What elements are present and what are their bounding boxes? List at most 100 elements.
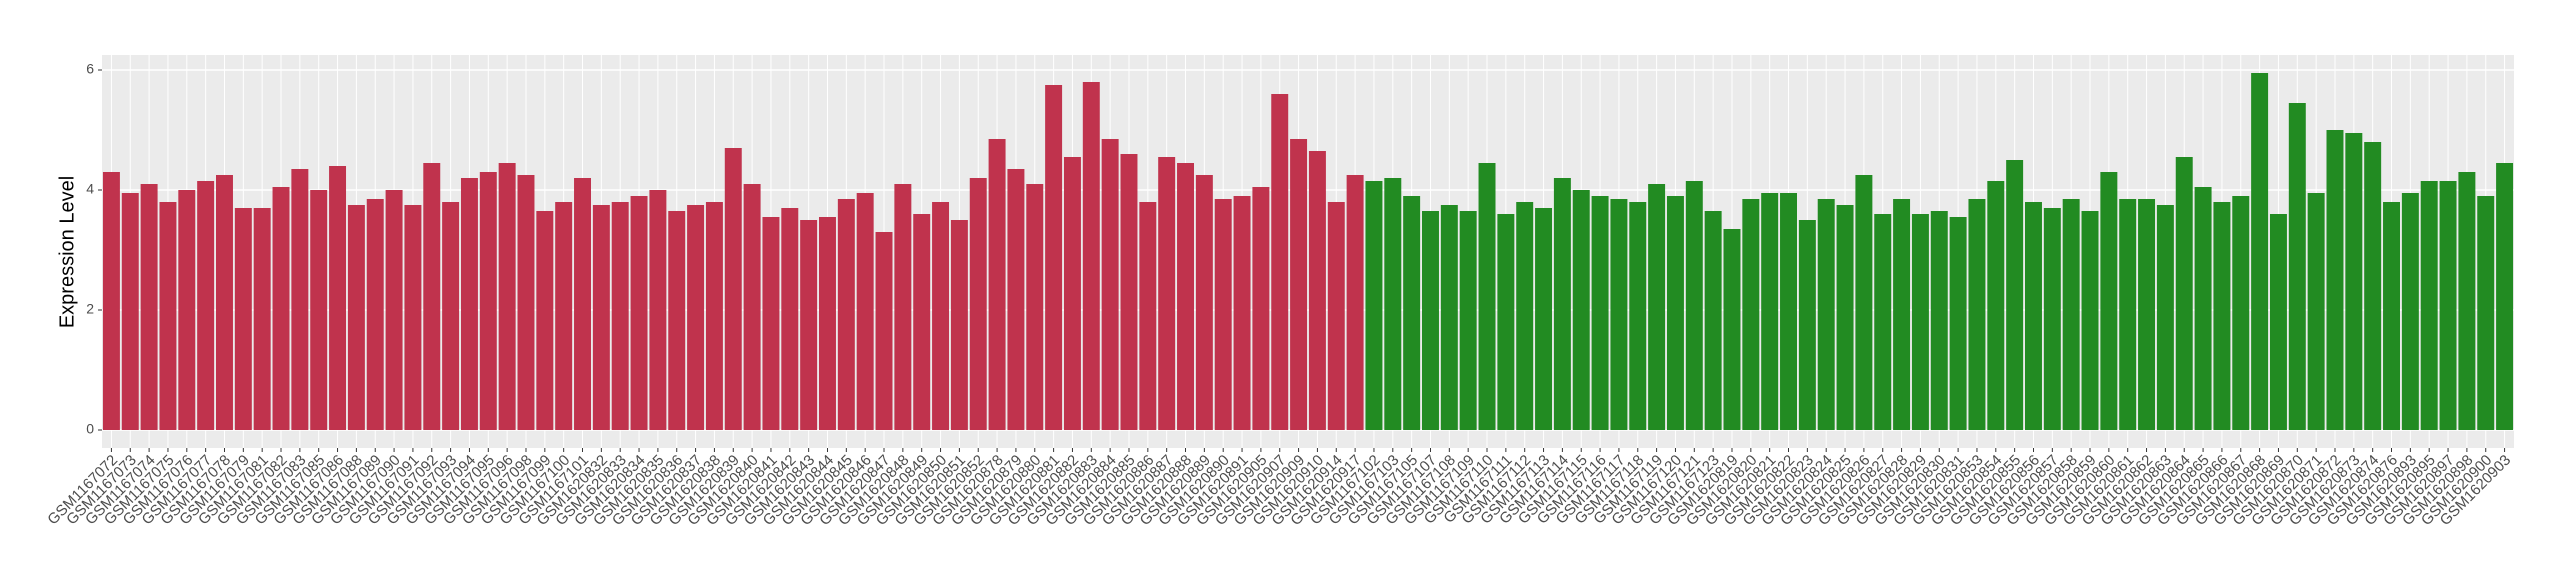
bar [1685, 181, 1703, 430]
bar [1817, 199, 1835, 430]
bar [1968, 199, 1986, 430]
bar [1007, 169, 1025, 430]
bar [2288, 103, 2306, 430]
bar [1327, 202, 1345, 430]
bar [178, 190, 196, 430]
bar [2194, 187, 2212, 430]
bar [1798, 220, 1816, 430]
bar [1855, 175, 1873, 430]
bar [1177, 163, 1194, 430]
bar [1271, 94, 1289, 430]
bar [1252, 187, 1270, 430]
y-tick-label: 6 [86, 61, 94, 77]
bar [875, 232, 893, 430]
bar [2345, 133, 2363, 430]
bar [762, 217, 780, 430]
bar [1723, 229, 1741, 430]
bar [479, 172, 497, 430]
bar [2213, 202, 2231, 430]
bar [932, 202, 950, 430]
bar [555, 202, 573, 430]
bar [404, 205, 422, 430]
bar [2175, 157, 2193, 430]
bar [366, 199, 384, 430]
bar [1666, 196, 1684, 430]
bar [1949, 217, 1967, 430]
bar [1591, 196, 1609, 430]
bar [1648, 184, 1666, 430]
bar [121, 193, 139, 430]
bar [272, 187, 290, 430]
bar [1516, 202, 1534, 430]
bar [1026, 184, 1044, 430]
bar [668, 211, 686, 430]
bar [216, 175, 233, 430]
bar [1761, 193, 1779, 430]
bar [2307, 193, 2325, 430]
bar [140, 184, 158, 430]
bar [2006, 160, 2024, 430]
bar [724, 148, 742, 430]
y-axis-label: Expression Level [56, 176, 78, 328]
bar [574, 178, 591, 430]
bar [1930, 211, 1948, 430]
bar [291, 169, 309, 430]
bar [2251, 73, 2269, 430]
bar [1874, 214, 1892, 430]
bar [1214, 199, 1232, 430]
bar [1063, 157, 1081, 430]
bar [1478, 163, 1496, 430]
bar [2420, 181, 2438, 430]
bar [1742, 199, 1760, 430]
bar [969, 178, 987, 430]
bar [1459, 211, 1477, 430]
bar [1158, 157, 1176, 430]
bar [1422, 211, 1439, 430]
bar [2269, 214, 2287, 430]
bar [743, 184, 761, 430]
bar [781, 208, 799, 430]
bar [197, 181, 215, 430]
bar [1704, 211, 1722, 430]
bar [1346, 175, 1364, 430]
bar [1403, 196, 1421, 430]
bar [630, 196, 648, 430]
bar [856, 193, 874, 430]
bar [2458, 172, 2476, 430]
bar [1893, 199, 1911, 430]
bar [1365, 181, 1383, 430]
y-tick-label: 0 [86, 421, 94, 437]
bar [1440, 205, 1458, 430]
bar [2156, 205, 2174, 430]
bar [329, 166, 347, 430]
bar [2100, 172, 2118, 430]
bar [1610, 199, 1628, 430]
bar [536, 211, 554, 430]
bar [1911, 214, 1929, 430]
bar [1139, 202, 1157, 430]
bar [2119, 199, 2137, 430]
bar [2081, 211, 2099, 430]
bar [1553, 178, 1571, 430]
bar [2138, 199, 2156, 430]
bar [517, 175, 535, 430]
bar [2232, 196, 2250, 430]
bar [649, 190, 667, 430]
bar [1045, 85, 1063, 430]
bar [1101, 139, 1119, 430]
bar [2043, 208, 2061, 430]
bar [1120, 154, 1138, 430]
bar [894, 184, 912, 430]
bar [2025, 202, 2042, 430]
bar [2401, 193, 2419, 430]
bar [385, 190, 403, 430]
bar [1987, 181, 2005, 430]
bar [1780, 193, 1797, 430]
bar [687, 205, 705, 430]
y-tick-label: 2 [86, 301, 94, 317]
bar [234, 208, 252, 430]
bar [310, 190, 328, 430]
y-tick-label: 4 [86, 181, 94, 197]
bar [1195, 175, 1213, 430]
